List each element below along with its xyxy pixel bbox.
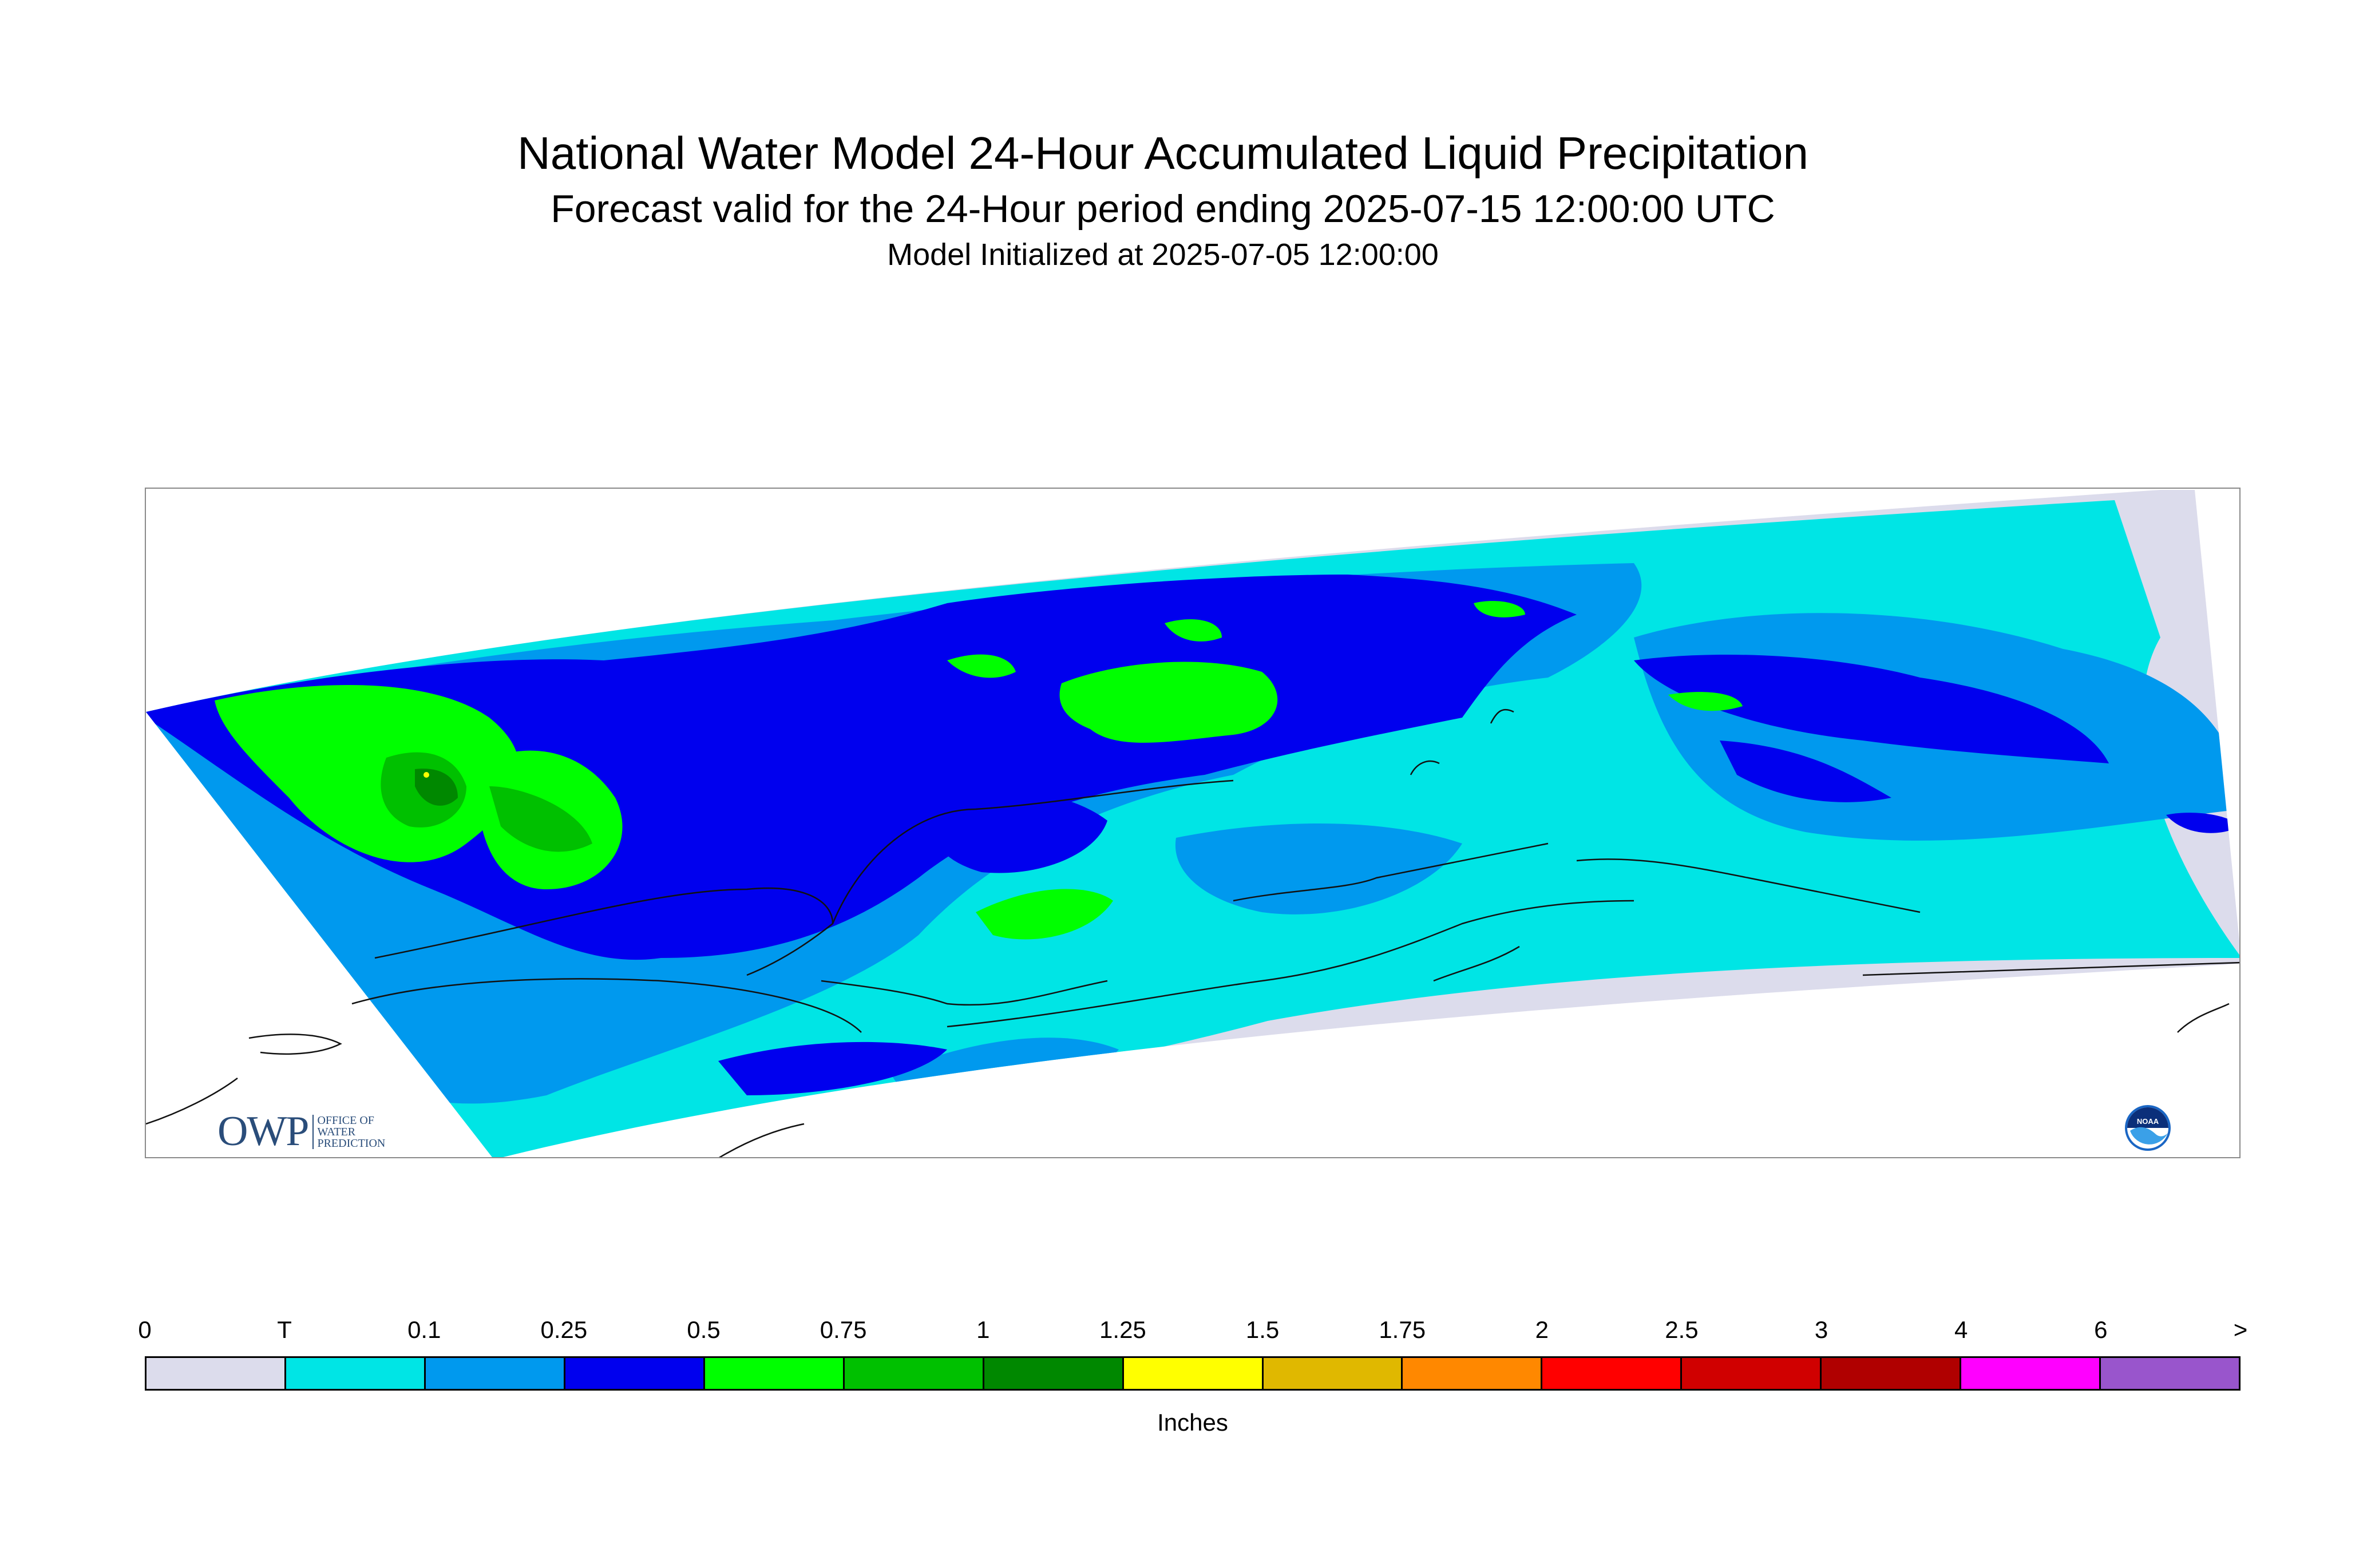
owp-logo: OWP OFFICE OF WATER PREDICTION xyxy=(217,1107,385,1156)
band-0.25-south xyxy=(718,1042,947,1095)
noaa-logo-text: NOAA xyxy=(2137,1117,2159,1126)
legend-tick-label: 1.75 xyxy=(1379,1316,1426,1343)
legend-tick-label: 6 xyxy=(2094,1316,2108,1343)
legend-tick-label: 0.5 xyxy=(687,1316,721,1343)
legend-tick-label: 0.25 xyxy=(540,1316,588,1343)
colorbar-cell xyxy=(704,1358,845,1389)
legend-tick-label: 4 xyxy=(1954,1316,1968,1343)
page-subtitle: Forecast valid for the 24-Hour period en… xyxy=(551,187,1775,231)
band-1.0 xyxy=(415,769,458,806)
band-0.75b xyxy=(489,786,592,852)
legend-tick-label: T xyxy=(277,1316,292,1343)
band-0.5e xyxy=(1165,619,1222,642)
band-0.25-edge xyxy=(2166,813,2239,833)
precip-field xyxy=(146,490,2239,1157)
legend-tick-label: 0.75 xyxy=(820,1316,867,1343)
colorbar-cell xyxy=(425,1358,565,1389)
colorbar-cell xyxy=(1822,1358,1962,1389)
legend-tick-label: 0 xyxy=(138,1316,152,1343)
legend-tick-label: 1 xyxy=(976,1316,990,1343)
legend-tick-label: 3 xyxy=(1814,1316,1828,1343)
band-0.5f xyxy=(976,889,1113,940)
precip-map xyxy=(146,490,2239,1157)
band-0.5g xyxy=(1668,692,1743,711)
colorbar-cell xyxy=(984,1358,1124,1389)
band-0.25-mid xyxy=(932,793,1107,873)
band-0.1-mid xyxy=(1175,823,1462,914)
legend-tick-label: 1.5 xyxy=(1245,1316,1280,1343)
colorbar-cell xyxy=(1542,1358,1683,1389)
owp-line-1: OFFICE OF xyxy=(317,1114,374,1127)
band-1.25 xyxy=(423,772,429,778)
legend-units: Inches xyxy=(1157,1409,1228,1436)
page-title: National Water Model 24-Hour Accumulated… xyxy=(517,128,1808,179)
init-time: Model Initialized at 2025-07-05 12:00:00 xyxy=(887,237,1439,272)
legend-tick-label: 1.25 xyxy=(1099,1316,1146,1343)
map-panel xyxy=(145,488,2241,1158)
band-0.25-east xyxy=(1634,655,2109,763)
colorbar-cell xyxy=(1961,1358,2101,1389)
legend-tick-label: 2.5 xyxy=(1665,1316,1699,1343)
colorbar-cell xyxy=(147,1358,286,1389)
owp-logo-subtext: OFFICE OF WATER PREDICTION xyxy=(312,1114,386,1150)
colorbar-cell xyxy=(565,1358,705,1389)
band-0.5d xyxy=(947,654,1016,678)
colorbar-cell xyxy=(1263,1358,1403,1389)
band-trace-patch xyxy=(2034,512,2116,567)
band-0.5c xyxy=(1059,662,1278,743)
band-0.5h xyxy=(1474,601,1525,617)
colorbar-cell xyxy=(844,1358,984,1389)
colorbar-cell xyxy=(1682,1358,1822,1389)
coastlines xyxy=(146,708,2239,1157)
colorbar-cell xyxy=(286,1358,426,1389)
legend-tick-label: 0.1 xyxy=(407,1316,441,1343)
legend-tick-label: 2 xyxy=(1535,1316,1549,1343)
colorbar-cell xyxy=(1403,1358,1543,1389)
legend-tick-label: > xyxy=(2233,1316,2248,1343)
owp-line-3: PREDICTION xyxy=(317,1137,386,1150)
noaa-logo: NOAA xyxy=(2125,1105,2171,1151)
colorbar-cell xyxy=(2101,1358,2239,1389)
band-0.25-east2 xyxy=(1720,741,1891,802)
owp-logo-text: OWP xyxy=(217,1108,309,1155)
owp-line-2: WATER xyxy=(317,1125,356,1138)
colorbar xyxy=(145,1356,2241,1391)
colorbar-cell xyxy=(1123,1358,1264,1389)
